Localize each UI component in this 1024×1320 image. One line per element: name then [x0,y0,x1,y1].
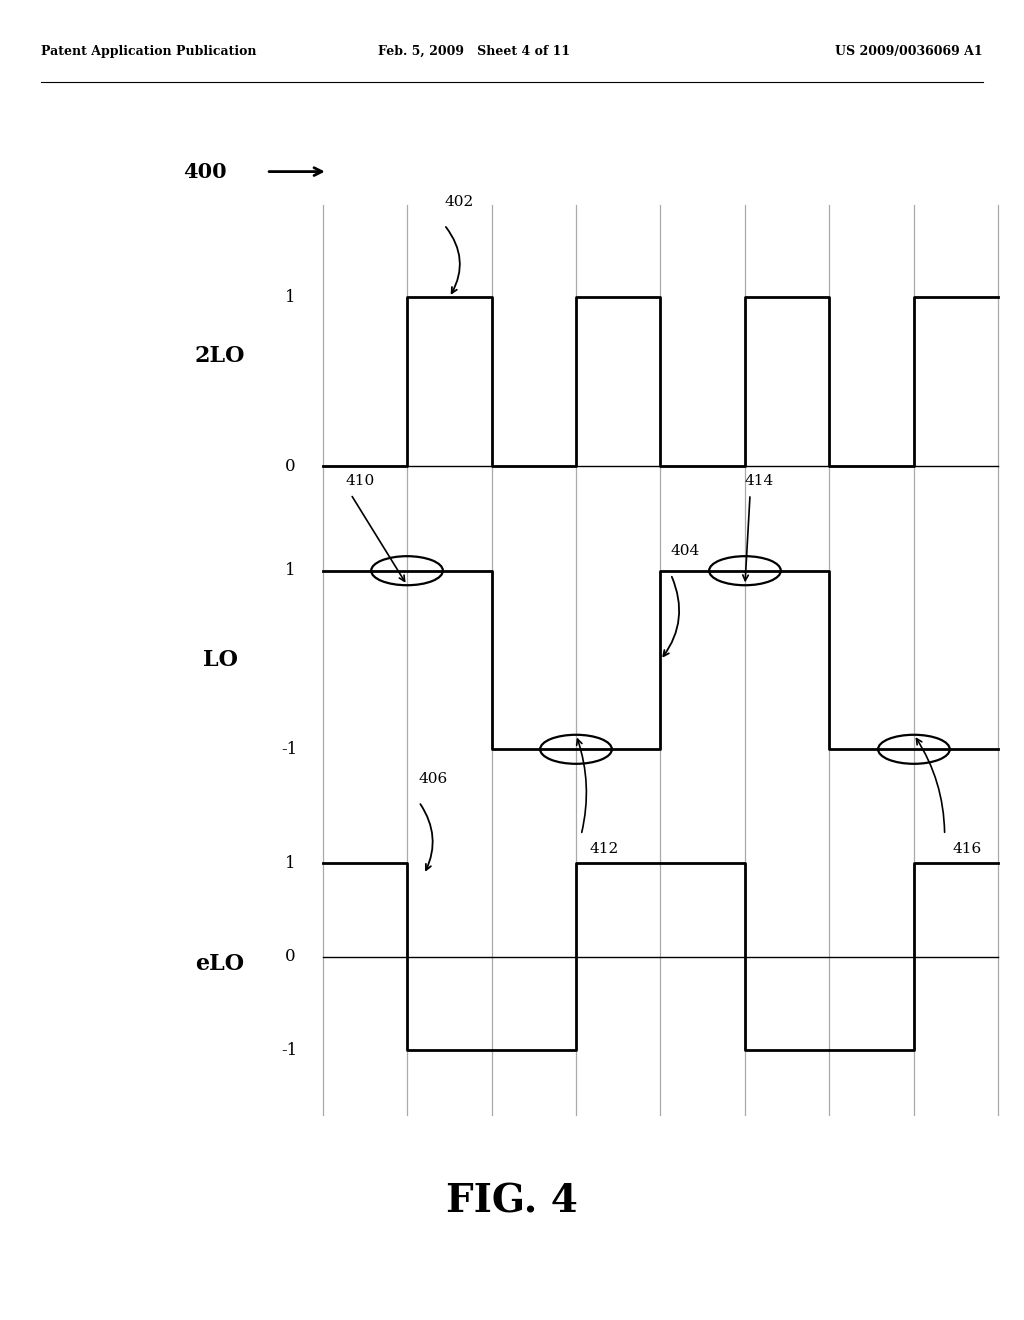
Text: 0: 0 [285,948,295,965]
Text: 1: 1 [285,289,295,306]
Text: Feb. 5, 2009   Sheet 4 of 11: Feb. 5, 2009 Sheet 4 of 11 [378,45,570,58]
Text: 2LO: 2LO [195,346,246,367]
Text: 400: 400 [183,161,226,182]
Text: 402: 402 [444,195,473,209]
Text: 0: 0 [285,458,295,474]
Text: FIG. 4: FIG. 4 [446,1183,578,1220]
Text: US 2009/0036069 A1: US 2009/0036069 A1 [836,45,983,58]
Text: 404: 404 [671,544,700,558]
Text: 406: 406 [419,772,449,785]
Text: 410: 410 [345,474,375,487]
Text: -1: -1 [282,1041,298,1059]
Text: LO: LO [203,649,238,671]
Text: 414: 414 [745,474,774,487]
Text: 1: 1 [285,562,295,579]
Text: -1: -1 [282,741,298,758]
Text: eLO: eLO [196,953,245,974]
Text: 412: 412 [590,842,618,855]
Text: Patent Application Publication: Patent Application Publication [41,45,256,58]
Text: 1: 1 [285,854,295,871]
Text: 416: 416 [952,842,982,855]
